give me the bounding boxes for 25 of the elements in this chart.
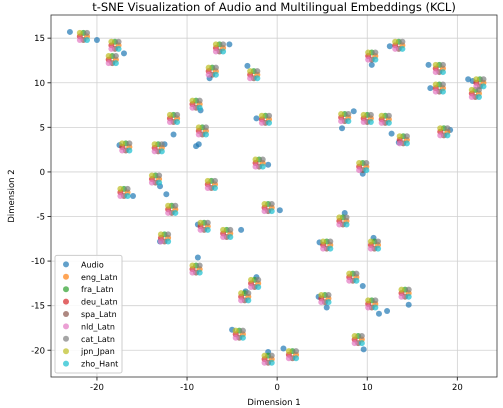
y-tick-label: -15 <box>31 302 45 312</box>
x-tick-label: 10 <box>362 383 373 393</box>
legend-label: deu_Latn <box>81 298 118 307</box>
y-tick-label: -5 <box>36 212 45 223</box>
legend-label: zho_Hant <box>81 360 118 369</box>
y-tick-label: -20 <box>31 346 45 356</box>
x-tick-label: -20 <box>90 383 104 393</box>
x-tick-label: 20 <box>452 383 463 393</box>
legend-label: fra_Latn <box>81 285 114 294</box>
legend-label: jpn_Jpan <box>80 347 115 356</box>
legend-label: nld_Latn <box>81 322 115 332</box>
legend-label: eng_Latn <box>81 272 118 282</box>
y-tick-label: -10 <box>31 257 45 268</box>
chart-title: t-SNE Visualization of Audio and Multilingual Embeddings (KCL) <box>92 0 456 14</box>
legend-label: spa_Latn <box>81 310 117 319</box>
y-axis-title: Dimension 2 <box>7 169 17 223</box>
legend-label: Audio <box>81 260 104 270</box>
y-tick-label: 5 <box>40 123 45 134</box>
y-tick-label: 0 <box>40 168 45 178</box>
x-tick-label: 0 <box>274 383 280 393</box>
y-tick-label: 10 <box>34 78 45 89</box>
legend-label: cat_Latn <box>81 334 116 344</box>
x-axis-title: Dimension 1 <box>247 398 301 408</box>
y-tick-label: 15 <box>34 34 45 44</box>
x-tick-label: -10 <box>180 383 194 393</box>
